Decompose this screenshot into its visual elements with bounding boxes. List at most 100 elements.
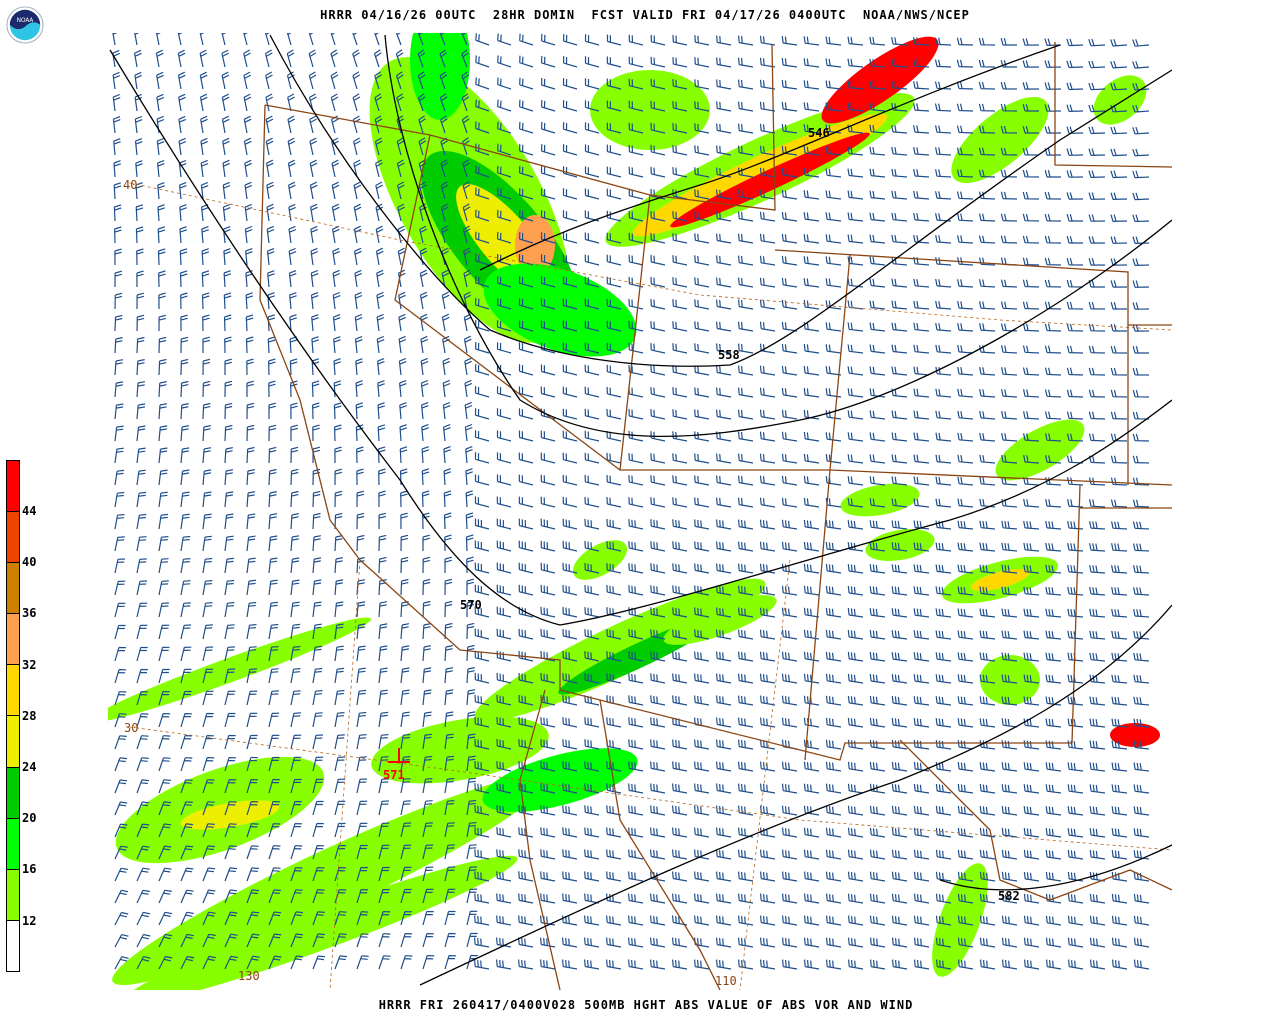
wind-barb: [1089, 499, 1106, 508]
wind-barb: [201, 248, 210, 266]
wind-barb: [224, 447, 233, 464]
wind-barb: [463, 269, 472, 288]
wind-barb: [419, 247, 428, 266]
wind-barb: [760, 893, 776, 904]
wind-barb: [803, 80, 820, 90]
wind-barb: [290, 734, 302, 750]
wind-barb: [716, 497, 732, 508]
wind-barb: [466, 622, 475, 640]
wind-barb: [202, 380, 211, 398]
wind-barb: [354, 336, 363, 354]
wind-barb: [400, 800, 411, 816]
wind-barb: [1067, 849, 1084, 860]
wind-barb: [869, 871, 886, 882]
wind-barb: [442, 357, 451, 376]
wind-barb: [628, 849, 644, 860]
wind-barb: [114, 823, 128, 838]
wind-barb: [540, 937, 556, 948]
wind-barb: [628, 871, 644, 882]
wind-barb: [738, 145, 754, 156]
wind-barb: [224, 823, 237, 838]
wind-barb: [290, 490, 299, 508]
vorticity-area: [180, 800, 280, 830]
wind-barb: [113, 182, 122, 200]
wind-barb: [202, 867, 216, 882]
wind-barb: [650, 497, 666, 508]
wind-barb: [738, 783, 754, 794]
wind-barb: [246, 557, 256, 574]
wind-barb: [334, 557, 344, 574]
wind-barb: [650, 453, 666, 464]
wind-barb: [1022, 82, 1040, 90]
wind-barb: [979, 937, 996, 948]
wind-barb: [781, 695, 798, 706]
wind-barb: [1133, 674, 1150, 684]
wind-barb: [308, 33, 314, 46]
wind-barb: [562, 518, 578, 530]
wind-barb: [804, 937, 820, 948]
wind-barb: [1110, 280, 1128, 288]
wind-barb: [444, 777, 455, 794]
wind-barb: [803, 190, 820, 200]
wind-barb: [444, 556, 452, 573]
wind-barb: [562, 78, 578, 90]
wind-barb: [847, 520, 864, 530]
wind-barb: [1110, 214, 1128, 222]
wind-barb: [694, 387, 710, 398]
wind-barb: [496, 738, 512, 750]
wind-barb: [738, 233, 754, 244]
wind-barb: [584, 210, 600, 222]
wind-barb: [312, 933, 325, 948]
wind-barb: [759, 651, 776, 662]
wind-barb: [540, 298, 556, 310]
map-caption: HRRR FRI 260417/0400V028 500MB HGHT ABS …: [378, 998, 914, 1012]
wind-barb: [376, 291, 385, 310]
vorticity-area: [371, 716, 549, 784]
wind-barb: [334, 844, 346, 860]
wind-barb: [869, 608, 886, 618]
noaa-logo: NOAA: [6, 6, 44, 44]
wind-barb: [1111, 850, 1128, 860]
vorticity-area: [474, 578, 766, 722]
wind-barb: [672, 563, 688, 574]
wind-barb: [422, 888, 434, 904]
wind-barb: [290, 446, 299, 464]
wind-barb: [847, 893, 864, 904]
wind-barb: [398, 313, 407, 332]
wind-barb: [628, 915, 644, 926]
wind-barb: [628, 585, 644, 596]
wind-barb: [672, 453, 688, 464]
wind-barb: [202, 889, 216, 904]
wind-barb: [1001, 915, 1018, 926]
wind-barb: [518, 276, 534, 288]
wind-barb: [1110, 477, 1128, 486]
wind-barb: [628, 342, 644, 354]
wind-barb: [1066, 257, 1084, 266]
wind-barb: [716, 343, 732, 354]
wind-barb: [156, 93, 165, 112]
wind-barb: [540, 761, 556, 772]
wind-barb: [759, 585, 776, 596]
wind-barb: [136, 270, 144, 288]
wind-barb: [422, 755, 433, 772]
wind-barb: [1110, 170, 1128, 179]
wind-barb: [158, 801, 172, 816]
wind-barb: [356, 889, 369, 904]
wind-barb: [738, 915, 754, 926]
wind-barb: [396, 93, 404, 112]
wind-barb: [444, 600, 453, 618]
wind-barb: [356, 534, 365, 552]
wind-barb: [311, 314, 319, 332]
wind-barb: [180, 911, 194, 926]
wind-barb: [496, 606, 512, 618]
wind-barb: [978, 81, 996, 90]
wind-barb: [934, 81, 952, 90]
wind-barb: [443, 446, 451, 464]
wind-barb: [562, 452, 578, 464]
wind-barb: [978, 125, 996, 134]
wind-barb: [1133, 608, 1150, 618]
wind-barb: [331, 159, 340, 178]
wind-barb: [136, 491, 147, 508]
wind-barb: [957, 279, 974, 288]
wind-barb: [650, 34, 666, 46]
